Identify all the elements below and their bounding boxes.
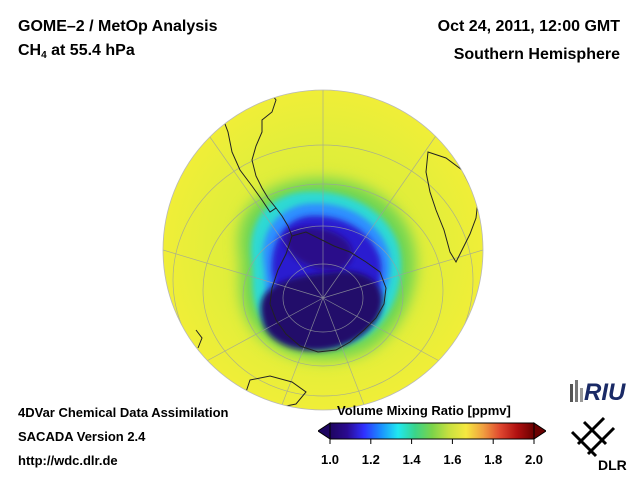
analysis-title: GOME–2 / MetOp Analysis	[18, 18, 218, 35]
species-name: CH	[18, 42, 42, 59]
colorbar-tick-label: 2.0	[524, 452, 544, 467]
colorbar-tick-label: 1.0	[320, 452, 340, 467]
riu-logo: RIU	[570, 379, 626, 406]
new-zealand-coast	[195, 329, 203, 349]
colorbar-tick-label: 1.6	[443, 452, 462, 467]
footer-line-2: SACADA Version 2.4	[18, 429, 146, 444]
analysis-datetime: Oct 24, 2011, 12:00 GMT	[437, 18, 620, 35]
colorbar-arrow-left	[318, 422, 331, 440]
species-label: CH4 at 55.4 hPa	[18, 42, 135, 61]
graticule	[163, 90, 483, 410]
methane-core	[260, 271, 383, 351]
footer-url[interactable]: http://wdc.dlr.de	[18, 453, 118, 468]
colorbar-tick-label: 1.4	[402, 452, 421, 467]
pressure-level: at 55.4 hPa	[46, 42, 135, 59]
colorbar-tick-label: 1.8	[484, 452, 503, 467]
dlr-logo-text: DLR	[598, 457, 627, 473]
colorbar-gradient	[329, 422, 535, 440]
antarctica-coast	[269, 231, 387, 353]
methane-core-2	[285, 227, 353, 271]
footer-line-1: 4DVar Chemical Data Assimilation	[18, 405, 229, 420]
colorbar-arrow-right	[533, 422, 546, 440]
colorbar	[318, 422, 546, 444]
species-subscript: 4	[41, 50, 47, 61]
region-label: Southern Hemisphere	[453, 46, 620, 63]
colorbar-tick-label: 1.2	[361, 452, 380, 467]
colorbar-title: Volume Mixing Ratio [ppmv]	[337, 403, 511, 418]
riu-logo-text: RIU	[584, 379, 626, 406]
antarctic-peninsula	[275, 207, 293, 237]
dlr-logo: DLR	[570, 416, 627, 473]
